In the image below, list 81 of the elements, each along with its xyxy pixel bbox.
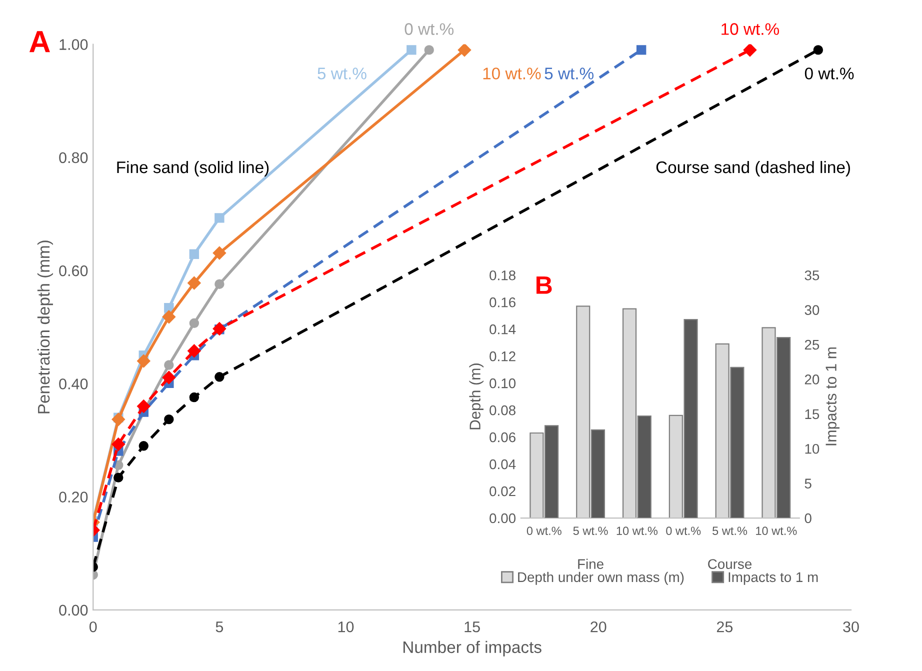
point <box>214 372 224 382</box>
y-tick-label: 0.18 <box>490 270 516 280</box>
point <box>212 322 226 336</box>
y-tick-label: 0.14 <box>490 324 516 334</box>
series-label: 0 wt.% <box>404 23 454 35</box>
x-tick-label: 25 <box>716 621 733 632</box>
y-tick-label: 0.60 <box>59 265 88 276</box>
point <box>189 392 200 402</box>
y2-tick-label: 35 <box>804 270 820 280</box>
x-tick-label: 0 <box>89 621 97 632</box>
x-tick-label: 5 wt.% <box>712 526 748 536</box>
point <box>188 276 201 290</box>
x-tick-label: 10 <box>338 621 354 632</box>
chart-title: A <box>29 31 50 52</box>
point <box>138 441 149 451</box>
chart-title: B <box>536 276 552 294</box>
point <box>636 45 646 55</box>
x-tick-label: 0 wt.% <box>666 526 701 536</box>
point <box>424 45 434 55</box>
y-tick-label: 0.20 <box>59 492 88 502</box>
point <box>137 400 150 413</box>
legend-label: Depth under own mass (m) <box>518 572 684 585</box>
point <box>813 45 824 55</box>
y-tick-label: 0.10 <box>490 378 516 388</box>
y2-axis-title: Impacts to 1 m <box>826 347 840 446</box>
series-label: 10 wt.% <box>722 23 780 35</box>
y2-tick-label: 0 <box>804 513 812 524</box>
y2-tick-label: 10 <box>805 444 820 454</box>
x-tick-label: 5 <box>216 622 224 632</box>
y-tick-label: 1.00 <box>60 39 88 50</box>
y2-tick-label: 30 <box>804 305 820 315</box>
x-tick-label: 5 wt.% <box>573 526 608 536</box>
y-tick-label: 0.08 <box>490 405 516 416</box>
series-label: 5 wt.% <box>318 68 366 80</box>
annotation: Fine <box>578 558 604 569</box>
y-tick-label: 0.06 <box>490 432 516 442</box>
x-axis-title: Number of impacts <box>404 640 542 656</box>
y-tick-label: 0.04 <box>490 459 516 470</box>
point <box>188 344 201 358</box>
point <box>112 438 125 451</box>
point <box>114 472 124 482</box>
y-tick-label: 0.02 <box>490 486 516 496</box>
y-tick-label: 0.16 <box>490 297 516 308</box>
point <box>162 310 176 324</box>
point <box>164 414 174 424</box>
x-tick-label: 10 wt.% <box>616 526 658 536</box>
y-axis-title: Penetration depth (mm) <box>37 240 53 414</box>
y-tick-label: 0.40 <box>59 378 88 390</box>
x-tick-label: 15 <box>464 622 480 632</box>
y-tick-label: 0.00 <box>59 604 88 616</box>
annotation: Course sand (dashed line) <box>656 160 850 176</box>
y-tick-label: 0.00 <box>490 513 516 524</box>
y-tick-label: 0.80 <box>59 152 88 164</box>
point <box>406 45 416 55</box>
legend-label: Impacts to 1 m <box>728 572 818 585</box>
point <box>162 370 176 384</box>
x-tick-label: 30 <box>843 621 859 632</box>
x-tick-label: 0 wt.% <box>526 526 562 536</box>
point <box>458 44 472 57</box>
y2-tick-label: 25 <box>804 340 820 350</box>
y2-tick-label: 20 <box>804 374 820 384</box>
y2-tick-label: 5 <box>804 478 812 488</box>
point <box>112 412 125 426</box>
y-tick-label: 0.12 <box>490 351 516 362</box>
y-axis-title: Depth (m) <box>469 364 484 430</box>
series-label: 10 wt.% <box>483 68 541 80</box>
point <box>212 246 226 260</box>
series-label: 5 wt.% <box>544 68 594 80</box>
point <box>743 44 757 57</box>
x-tick-label: 20 <box>590 621 606 632</box>
point <box>137 354 150 368</box>
point <box>189 249 200 260</box>
point <box>189 318 200 328</box>
y2-tick-label: 15 <box>805 409 820 420</box>
point <box>164 360 174 370</box>
point <box>214 279 224 289</box>
annotation: Course <box>708 559 752 569</box>
series-label: 0 wt.% <box>804 68 854 80</box>
x-tick-label: 10 wt.% <box>756 526 797 536</box>
annotation: Fine sand (solid line) <box>117 160 269 176</box>
point <box>214 213 224 223</box>
